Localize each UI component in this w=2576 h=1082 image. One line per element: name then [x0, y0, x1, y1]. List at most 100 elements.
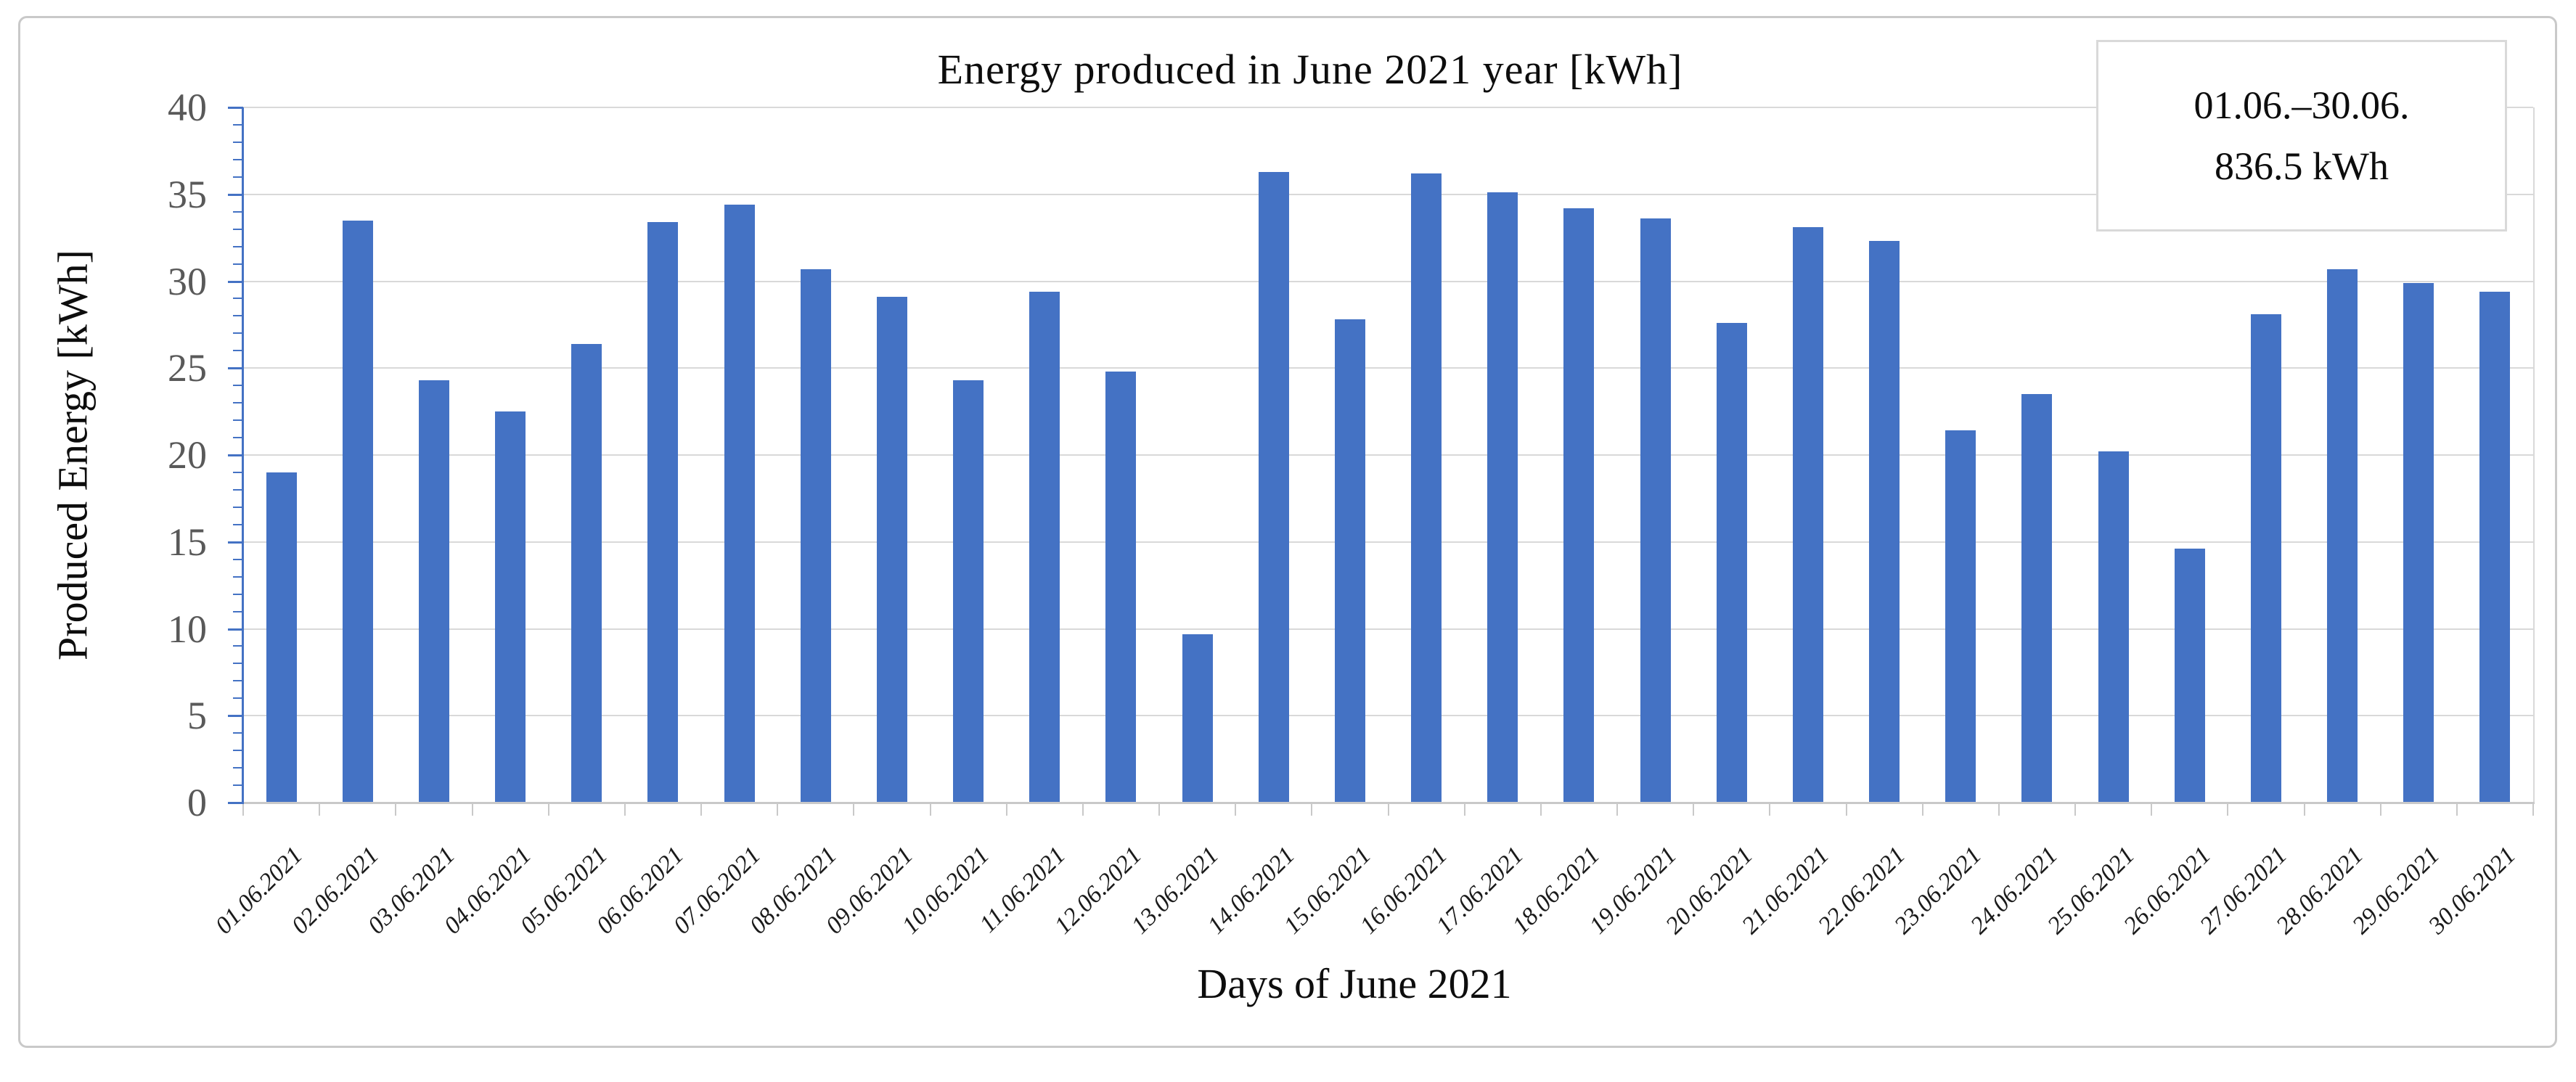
y-axis-minor-tick — [233, 575, 243, 578]
bar-13.06.2021 — [1182, 634, 1213, 803]
x-axis-tick — [1235, 803, 1237, 816]
bar-27.06.2021 — [2250, 314, 2281, 803]
bar-29.06.2021 — [2403, 282, 2434, 803]
y-tick-label: 10 — [168, 607, 207, 651]
bar-21.06.2021 — [1792, 227, 1823, 803]
x-axis-line — [243, 802, 2535, 804]
x-axis-tick — [1005, 803, 1007, 816]
bar-09.06.2021 — [876, 297, 907, 803]
bar-07.06.2021 — [724, 205, 755, 803]
y-tick-label: 25 — [168, 346, 207, 390]
y-tick-label: 0 — [187, 781, 207, 824]
bar-19.06.2021 — [1640, 218, 1671, 803]
bar-24.06.2021 — [2021, 394, 2053, 803]
y-axis-minor-tick — [233, 402, 243, 404]
gridline — [243, 367, 2533, 369]
x-axis-tick — [1998, 803, 2000, 816]
x-axis-tick — [242, 803, 244, 816]
x-axis-tick — [2303, 803, 2305, 816]
gridline — [243, 541, 2533, 543]
x-axis-tick — [1158, 803, 1160, 816]
y-axis-major-tick — [228, 454, 243, 456]
x-axis-tick — [1311, 803, 1313, 816]
y-axis-minor-tick — [233, 298, 243, 300]
legend-date-range: 01.06.–30.06. — [2193, 83, 2410, 127]
y-axis-minor-tick — [233, 315, 243, 317]
gridline — [243, 628, 2533, 630]
bar-08.06.2021 — [800, 269, 831, 803]
y-axis-minor-tick — [233, 523, 243, 525]
y-axis-minor-tick — [233, 506, 243, 508]
y-axis-minor-tick — [233, 245, 243, 247]
y-axis-minor-tick — [233, 610, 243, 612]
plot-right-border — [2533, 107, 2535, 803]
y-axis-minor-tick — [233, 645, 243, 647]
y-axis-minor-tick — [233, 767, 243, 769]
bar-17.06.2021 — [1487, 192, 1518, 803]
y-axis-minor-tick — [233, 123, 243, 126]
y-axis-minor-tick — [233, 176, 243, 178]
y-tick-label: 40 — [168, 86, 207, 129]
y-tick-label: 5 — [187, 694, 207, 738]
x-axis-tick — [2151, 803, 2153, 816]
x-axis-title: Days of June 2021 — [1197, 960, 1512, 1007]
bar-11.06.2021 — [1029, 291, 1060, 803]
y-axis-minor-tick — [233, 488, 243, 491]
gridline — [243, 454, 2533, 456]
y-axis-major-tick — [228, 107, 243, 109]
bar-10.06.2021 — [953, 380, 984, 803]
y-axis-minor-tick — [233, 419, 243, 422]
y-axis-major-tick — [228, 541, 243, 544]
x-axis-tick — [1616, 803, 1618, 816]
y-axis-minor-tick — [233, 471, 243, 473]
x-axis-tick — [471, 803, 473, 816]
gridline — [243, 107, 2533, 108]
x-axis-tick — [1463, 803, 1465, 816]
x-axis-tick — [1081, 803, 1084, 816]
y-axis-major-tick — [228, 628, 243, 631]
bar-15.06.2021 — [1334, 319, 1365, 803]
y-axis-minor-tick — [233, 732, 243, 734]
x-axis-tick — [547, 803, 549, 816]
x-axis-tick — [1540, 803, 1542, 816]
bar-02.06.2021 — [342, 220, 373, 803]
x-axis-tick — [2379, 803, 2381, 816]
bar-14.06.2021 — [1258, 171, 1289, 803]
bar-28.06.2021 — [2327, 269, 2358, 803]
y-axis-major-tick — [228, 367, 243, 370]
y-axis-minor-tick — [233, 332, 243, 335]
x-axis-tick — [2074, 803, 2076, 816]
gridline — [243, 280, 2533, 282]
x-axis-tick — [1921, 803, 1923, 816]
y-axis-minor-tick — [233, 263, 243, 265]
bar-25.06.2021 — [2098, 451, 2129, 803]
bar-18.06.2021 — [1563, 208, 1595, 803]
y-axis-minor-tick — [233, 385, 243, 387]
y-axis-major-tick — [228, 715, 243, 718]
bar-30.06.2021 — [2479, 291, 2511, 803]
y-axis-minor-tick — [233, 784, 243, 787]
bar-01.06.2021 — [266, 472, 297, 803]
bar-20.06.2021 — [1716, 322, 1747, 803]
y-axis-minor-tick — [233, 558, 243, 560]
y-tick-label: 30 — [168, 259, 207, 303]
x-axis-tick — [929, 803, 931, 816]
y-tick-label: 35 — [168, 172, 207, 216]
x-axis-tick — [623, 803, 626, 816]
y-axis-minor-tick — [233, 593, 243, 595]
x-axis-tick — [1845, 803, 1847, 816]
bar-12.06.2021 — [1105, 372, 1137, 803]
bar-03.06.2021 — [418, 380, 449, 803]
bar-23.06.2021 — [1945, 430, 1976, 803]
x-axis-tick — [1387, 803, 1389, 816]
y-axis-minor-tick — [233, 350, 243, 352]
bar-16.06.2021 — [1411, 173, 1442, 803]
x-axis-tick — [2532, 803, 2534, 816]
bar-26.06.2021 — [2174, 549, 2205, 803]
y-tick-label: 20 — [168, 433, 207, 477]
y-axis-minor-tick — [233, 141, 243, 143]
x-axis-tick — [2456, 803, 2458, 816]
y-axis-minor-tick — [233, 437, 243, 439]
chart-title: Energy produced in June 2021 year [kWh] — [937, 46, 1683, 93]
